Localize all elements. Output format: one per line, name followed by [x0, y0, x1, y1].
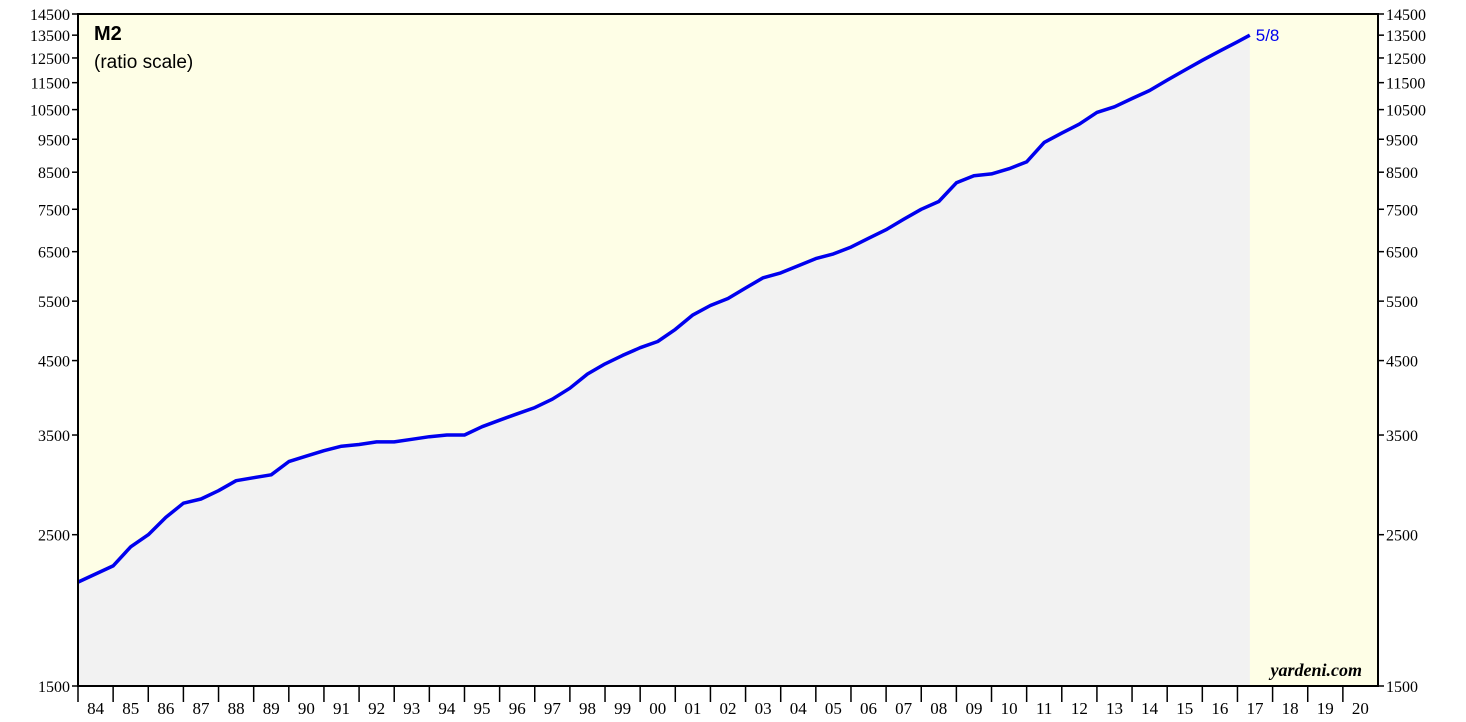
- x-tick-label: 20: [1352, 699, 1369, 717]
- x-tick-label: 94: [438, 699, 456, 717]
- chart-title: M2: [94, 23, 122, 45]
- y-tick-label: 4500: [38, 354, 70, 371]
- x-tick-label: 01: [684, 699, 701, 717]
- x-tick-label: 00: [649, 699, 666, 717]
- y-tick-label: 6500: [38, 245, 70, 262]
- area: [78, 35, 1250, 686]
- x-tick-label: 04: [790, 699, 808, 717]
- x-tick-label: 95: [474, 699, 491, 717]
- end-label: 5/8: [1256, 26, 1280, 45]
- x-tick-label: 91: [333, 699, 350, 717]
- y-tick-label: 13500: [30, 28, 70, 45]
- x-tick-label: 06: [860, 699, 877, 717]
- x-tick-label: 05: [825, 699, 842, 717]
- x-tick-label: 10: [1001, 699, 1018, 717]
- y-tick-label-right: 9500: [1386, 132, 1418, 149]
- x-tick-label: 15: [1176, 699, 1193, 717]
- x-tick-label: 84: [87, 699, 105, 717]
- y-tick-label-right: 8500: [1386, 165, 1418, 182]
- y-tick-label: 11500: [31, 76, 70, 93]
- y-tick-label: 12500: [30, 51, 70, 68]
- x-tick-label: 02: [720, 699, 737, 717]
- y-tick-label: 3500: [38, 428, 70, 445]
- x-tick-label: 99: [614, 699, 631, 717]
- y-tick-label-right: 3500: [1386, 428, 1418, 445]
- x-tick-label: 17: [1247, 699, 1265, 717]
- y-tick-label-right: 6500: [1386, 245, 1418, 262]
- x-tick-label: 08: [930, 699, 947, 717]
- y-tick-label: 5500: [38, 294, 70, 311]
- y-tick-label-right: 1500: [1386, 679, 1418, 696]
- x-tick-label: 89: [263, 699, 280, 717]
- line: [77, 33, 1251, 584]
- x-tick-label: 12: [1071, 699, 1088, 717]
- y-tick-label: 7500: [38, 202, 70, 219]
- x-tick-label: 93: [403, 699, 420, 717]
- y-tick-label: 1500: [38, 679, 70, 696]
- y-tick-label: 10500: [30, 103, 70, 120]
- y-tick-label: 8500: [38, 165, 70, 182]
- x-tick-label: 09: [965, 699, 982, 717]
- x-tick-label: 18: [1282, 699, 1299, 717]
- x-tick-label: 19: [1317, 699, 1334, 717]
- y-tick-label-right: 10500: [1386, 103, 1426, 120]
- y-tick-label-right: 5500: [1386, 294, 1418, 311]
- y-tick-label-right: 2500: [1386, 528, 1418, 545]
- x-tick-label: 07: [895, 699, 913, 717]
- y-tick-label-right: 4500: [1386, 354, 1418, 371]
- plot-frame: [77, 13, 1379, 687]
- y-tick-label-right: 7500: [1386, 202, 1418, 219]
- x-tick-label: 90: [298, 699, 315, 717]
- y-tick-label-right: 13500: [1386, 28, 1426, 45]
- x-tick-label: 13: [1106, 699, 1123, 717]
- x-tick-label: 87: [192, 699, 210, 717]
- y-tick-label: 9500: [38, 132, 70, 149]
- y-tick-label-right: 14500: [1386, 7, 1426, 24]
- x-tick-label: 85: [122, 699, 139, 717]
- x-tick-label: 03: [755, 699, 772, 717]
- x-tick-label: 98: [579, 699, 596, 717]
- x-tick-label: 97: [544, 699, 562, 717]
- x-tick-label: 11: [1036, 699, 1052, 717]
- y-tick-label-right: 12500: [1386, 51, 1426, 68]
- y-tick-label: 14500: [30, 7, 70, 24]
- x-tick-label: 92: [368, 699, 385, 717]
- watermark: yardeni.com: [1269, 660, 1363, 680]
- chart-subtitle: (ratio scale): [94, 52, 193, 73]
- x-tick-label: 16: [1211, 699, 1228, 717]
- y-tick-label: 2500: [38, 528, 70, 545]
- y-tick-label-right: 11500: [1386, 76, 1425, 93]
- x-tick-label: 14: [1141, 699, 1159, 717]
- x-tick-label: 88: [228, 699, 245, 717]
- x-tick-label: 96: [509, 699, 526, 717]
- x-tick-label: 86: [157, 699, 174, 717]
